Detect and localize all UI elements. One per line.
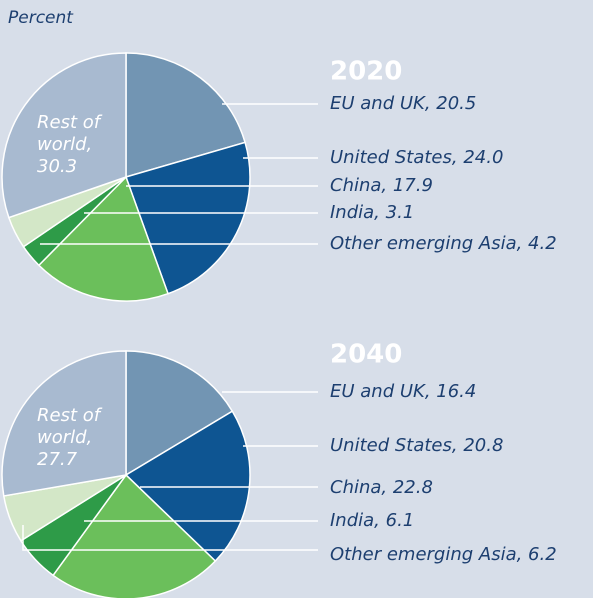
data-label: United States, 24.0 <box>330 147 503 168</box>
data-label: India, 6.1 <box>330 510 414 531</box>
data-label: Rest of world, 30.3 <box>37 112 101 177</box>
pie-slice <box>125 350 234 477</box>
leader-line <box>22 525 318 551</box>
data-label: United States, 20.8 <box>330 435 503 456</box>
pie-slice <box>37 175 169 302</box>
pie-slice <box>125 141 251 295</box>
data-label: EU and UK, 20.5 <box>330 93 476 114</box>
pie-slice <box>1 350 127 497</box>
data-label: India, 3.1 <box>330 202 414 223</box>
chart-title: 2040 <box>330 340 402 370</box>
pie-slice <box>52 473 217 598</box>
data-label: EU and UK, 16.4 <box>330 381 476 402</box>
data-label: Other emerging Asia, 6.2 <box>330 544 557 565</box>
pie-slice <box>1 52 127 219</box>
data-label: Other emerging Asia, 4.2 <box>330 233 557 254</box>
chart-title: 2020 <box>330 57 402 87</box>
data-label: China, 22.8 <box>330 477 433 498</box>
data-label: China, 17.9 <box>330 175 433 196</box>
data-label: Rest of world, 27.7 <box>37 405 101 470</box>
pie-slice <box>125 52 247 178</box>
unit-label: Percent <box>8 8 73 28</box>
